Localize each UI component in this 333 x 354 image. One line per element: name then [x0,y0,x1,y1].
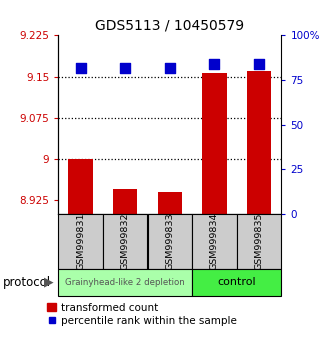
Legend: transformed count, percentile rank within the sample: transformed count, percentile rank withi… [47,303,237,326]
Bar [192,269,281,296]
Point [167,65,172,70]
Bar [59,214,103,269]
Bar [103,214,147,269]
Title: GDS5113 / 10450579: GDS5113 / 10450579 [95,19,244,33]
Text: GSM999834: GSM999834 [210,213,219,270]
Text: ▶: ▶ [44,276,53,289]
Text: GSM999835: GSM999835 [254,213,264,270]
Point [123,65,128,70]
Bar [192,214,236,269]
Bar [113,189,138,214]
Bar [247,71,271,214]
Bar [237,214,281,269]
Text: GSM999831: GSM999831 [76,213,85,270]
Point [78,65,83,70]
Bar [148,214,192,269]
Bar [59,269,192,296]
Text: Grainyhead-like 2 depletion: Grainyhead-like 2 depletion [65,278,185,287]
Point [256,61,262,67]
Bar [158,192,182,214]
Text: GSM999833: GSM999833 [165,213,174,270]
Bar [68,159,93,214]
Text: protocol: protocol [3,276,52,289]
Text: control: control [217,277,256,287]
Bar [202,73,227,214]
Text: GSM999832: GSM999832 [121,213,130,270]
Point [212,61,217,67]
